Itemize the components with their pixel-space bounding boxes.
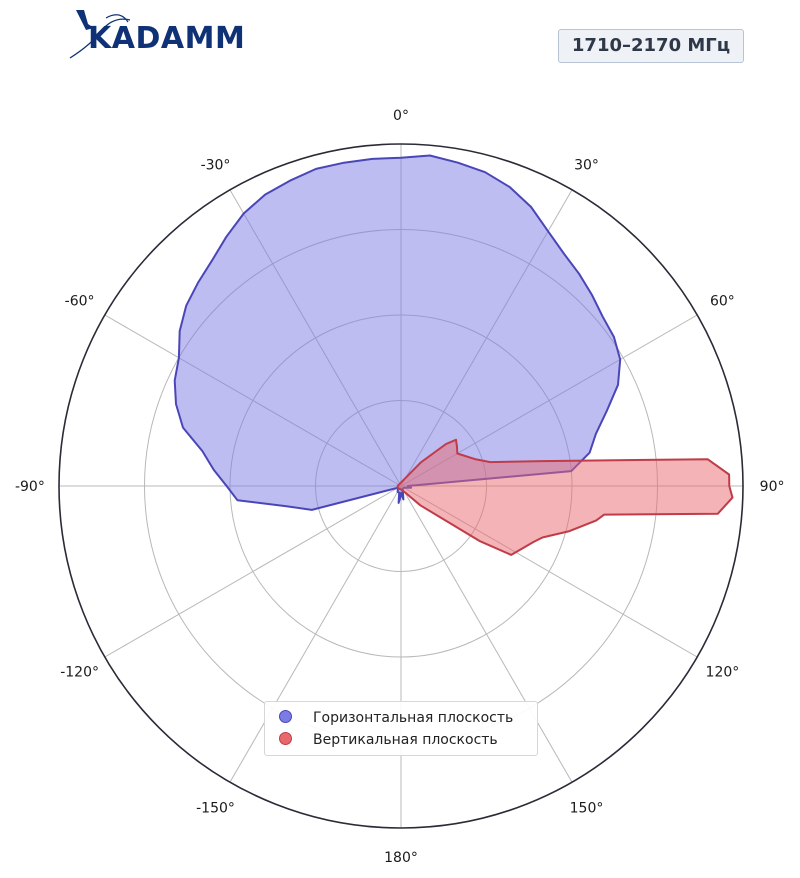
legend-label-vertical: Вертикальная плоскость [313,732,498,748]
theta-tick-label: 180° [384,850,418,866]
theta-tick-label: 90° [760,479,785,495]
series-area-0 [173,154,622,511]
theta-tick-labels: 0° 30° 60° 90° 120° 150° 180° -150° -120° -90° -60… [15,108,785,866]
theta-tick-label: 0° [393,108,409,124]
theta-tick-label: -60° [65,294,95,310]
theta-tick-label: -120° [60,665,99,681]
outer-ring [58,143,744,829]
legend: Горизонтальная плоскость Вертикальная пл… [264,701,538,756]
series-area-1 [396,438,734,556]
theta-tick-label: 150° [570,800,604,816]
theta-gridline-240 [104,485,402,658]
legend-marker-vertical [279,732,292,745]
theta-tick-label: 30° [574,158,599,174]
legend-marker-horizontal [279,710,292,723]
theta-tick-label: 120° [706,665,740,681]
kadamm-logo [69,10,131,59]
theta-gridline-210 [229,485,402,783]
axis-layer [58,143,744,829]
frequency-band-badge: 1710–2170 МГц [558,29,744,63]
theta-tick-label: -150° [196,800,235,816]
theta-gridline-150 [400,485,573,783]
legend-label-horizontal: Горизонтальная плоскость [313,710,514,726]
theta-tick-label: -90° [15,479,45,495]
brand-wordmark: KADAMM [88,21,246,56]
theta-tick-label: 60° [710,294,735,310]
theta-tick-label: -30° [201,158,231,174]
series-layer [173,154,734,556]
